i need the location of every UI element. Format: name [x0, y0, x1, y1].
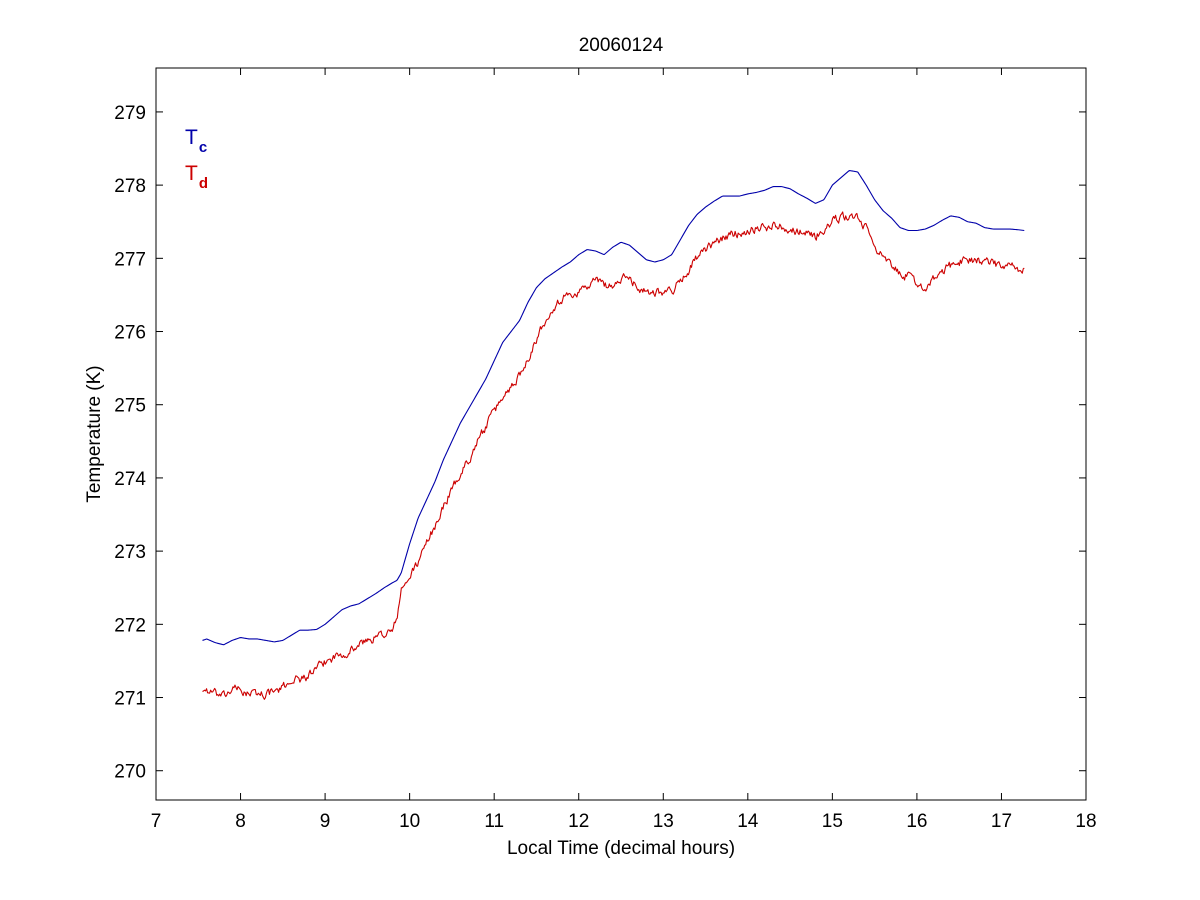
x-tick-label: 14 [737, 811, 759, 832]
x-tick-label: 8 [235, 811, 246, 832]
x-tick-label: 7 [151, 811, 162, 832]
plot-frame [155, 67, 1087, 801]
ticks-layer: 7 8 9 10 11 12 13 14 15 16 17 18 270 271 272 273 274 275 2… [114, 68, 1097, 832]
series-line-td [202, 211, 1025, 700]
plot-background [156, 68, 1086, 800]
legend-sub-tc: c [199, 139, 207, 156]
y-tick-label: 277 [114, 249, 146, 270]
x-tick-label: 9 [320, 811, 331, 832]
x-tick-label: 13 [653, 811, 674, 832]
x-axis-title: Local Time (decimal hours) [507, 838, 735, 859]
y-tick-label: 279 [114, 103, 146, 124]
x-tick-label: 10 [399, 811, 420, 832]
y-tick-label: 270 [114, 762, 146, 783]
x-tick-label: 15 [822, 811, 843, 832]
legend-main-td: T [185, 162, 198, 185]
y-tick-label: 274 [114, 469, 146, 490]
y-axis-title: Temperature (K) [84, 365, 105, 502]
y-tick-label: 272 [114, 615, 146, 636]
x-tick-label: 16 [906, 811, 927, 832]
plot-area: 7 8 9 10 11 12 13 14 15 16 17 18 270 271 272 273 274 275 2… [114, 67, 1097, 832]
y-tick-label: 273 [114, 542, 146, 563]
series-layer [202, 170, 1025, 700]
y-tick-label: 276 [114, 323, 146, 344]
series-line-tc [202, 170, 1025, 646]
x-tick-label: 18 [1075, 811, 1096, 832]
legend-entry-tc: Tc [185, 126, 207, 156]
x-tick-label: 12 [568, 811, 589, 832]
y-tick-label: 275 [114, 396, 146, 417]
x-tick-label: 11 [484, 811, 504, 832]
chart-title: 20060124 [579, 35, 664, 56]
x-tick-label: 17 [991, 811, 1012, 832]
legend-sub-td: d [199, 175, 208, 192]
y-tick-label: 271 [114, 689, 146, 710]
legend-main-tc: T [185, 126, 198, 149]
legend: Tc Td [185, 126, 208, 192]
y-tick-label: 278 [114, 176, 146, 197]
legend-entry-td: Td [185, 162, 208, 192]
